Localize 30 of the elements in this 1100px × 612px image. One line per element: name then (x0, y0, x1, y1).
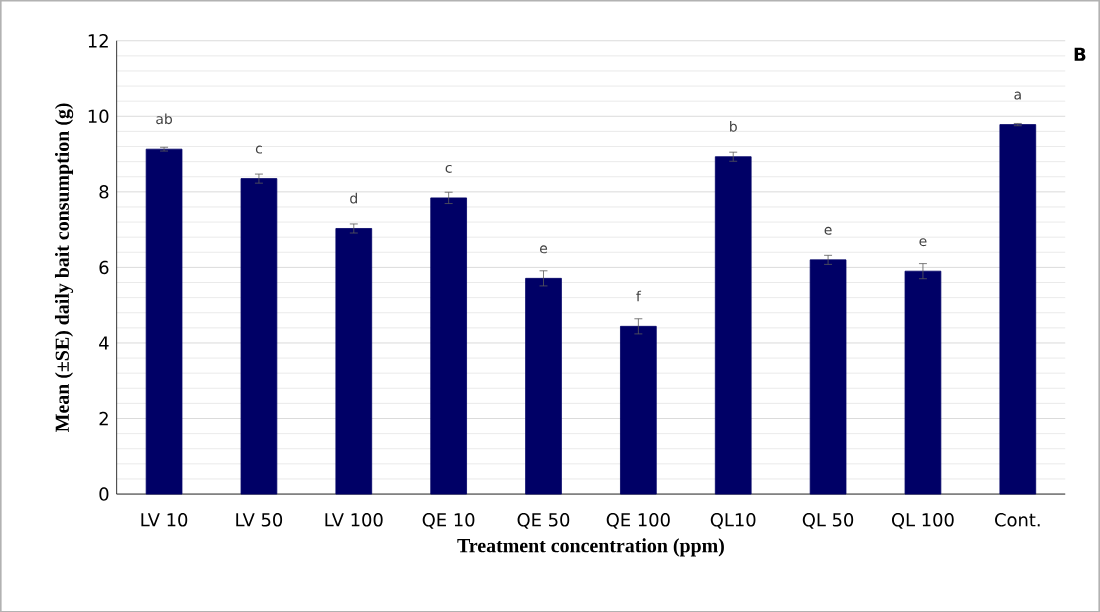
bar (430, 197, 467, 495)
bar (145, 148, 183, 495)
y-tick-label: 8 (99, 184, 109, 199)
x-tick-label: QE 10 (422, 512, 475, 529)
bar (904, 270, 942, 495)
x-tick-label: QL 50 (802, 512, 854, 529)
text: B (1074, 47, 1086, 61)
y-tick-label: 0 (99, 486, 109, 501)
y-axis-title: Mean (±SE) daily bait consumption (g) (54, 103, 74, 432)
bar (240, 177, 278, 495)
y-tick-label: 2 (99, 411, 108, 425)
x-tick-label: QL 100 (891, 512, 954, 529)
x-tick-label: LV 10 (141, 512, 188, 527)
y-tick-label: 4 (99, 336, 109, 350)
bar (525, 277, 562, 495)
bar (714, 155, 752, 495)
x-tick-label: Cont. (995, 512, 1040, 527)
x-tick-label: QL10 (710, 512, 756, 529)
y-tick-label: 10 (88, 109, 109, 123)
x-tick-label: LV 50 (236, 512, 283, 527)
x-tick-label: QE 100 (606, 512, 670, 529)
bar (999, 123, 1037, 495)
y-tick-label: 12 (88, 33, 108, 48)
x-tick-label: QE 50 (517, 512, 570, 529)
bar (620, 325, 657, 495)
bar (335, 227, 373, 495)
x-tick-label: LV 100 (325, 512, 383, 527)
bar (809, 259, 847, 495)
x-axis-title: Treatment concentration (ppm) (457, 537, 724, 557)
y-tick-label: 6 (99, 260, 109, 274)
